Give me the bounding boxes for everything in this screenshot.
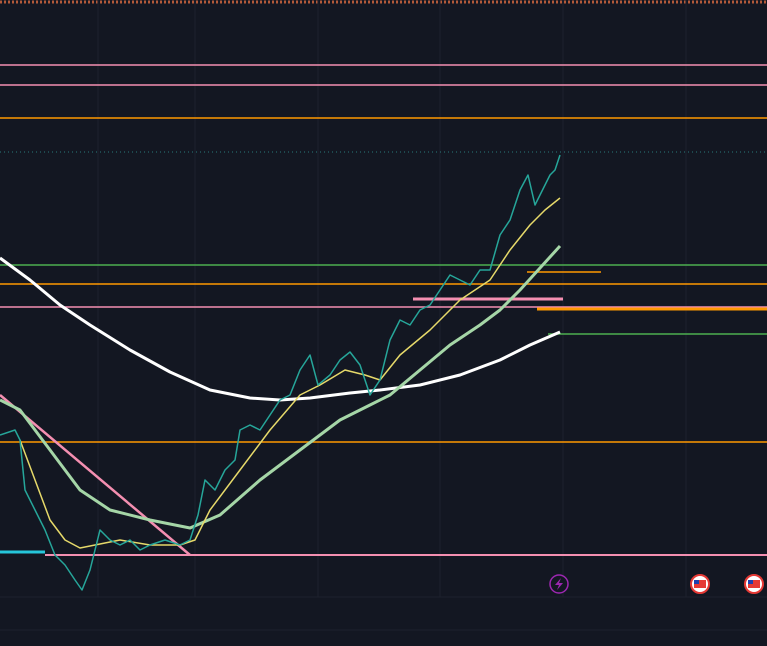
event-icon[interactable] <box>744 574 764 594</box>
event-icon[interactable] <box>549 574 569 594</box>
series-line <box>0 154 561 591</box>
series-line <box>19 197 561 549</box>
series-line <box>0 244 562 530</box>
event-icon[interactable] <box>690 574 710 594</box>
series-line <box>0 394 191 556</box>
plot <box>0 0 767 597</box>
